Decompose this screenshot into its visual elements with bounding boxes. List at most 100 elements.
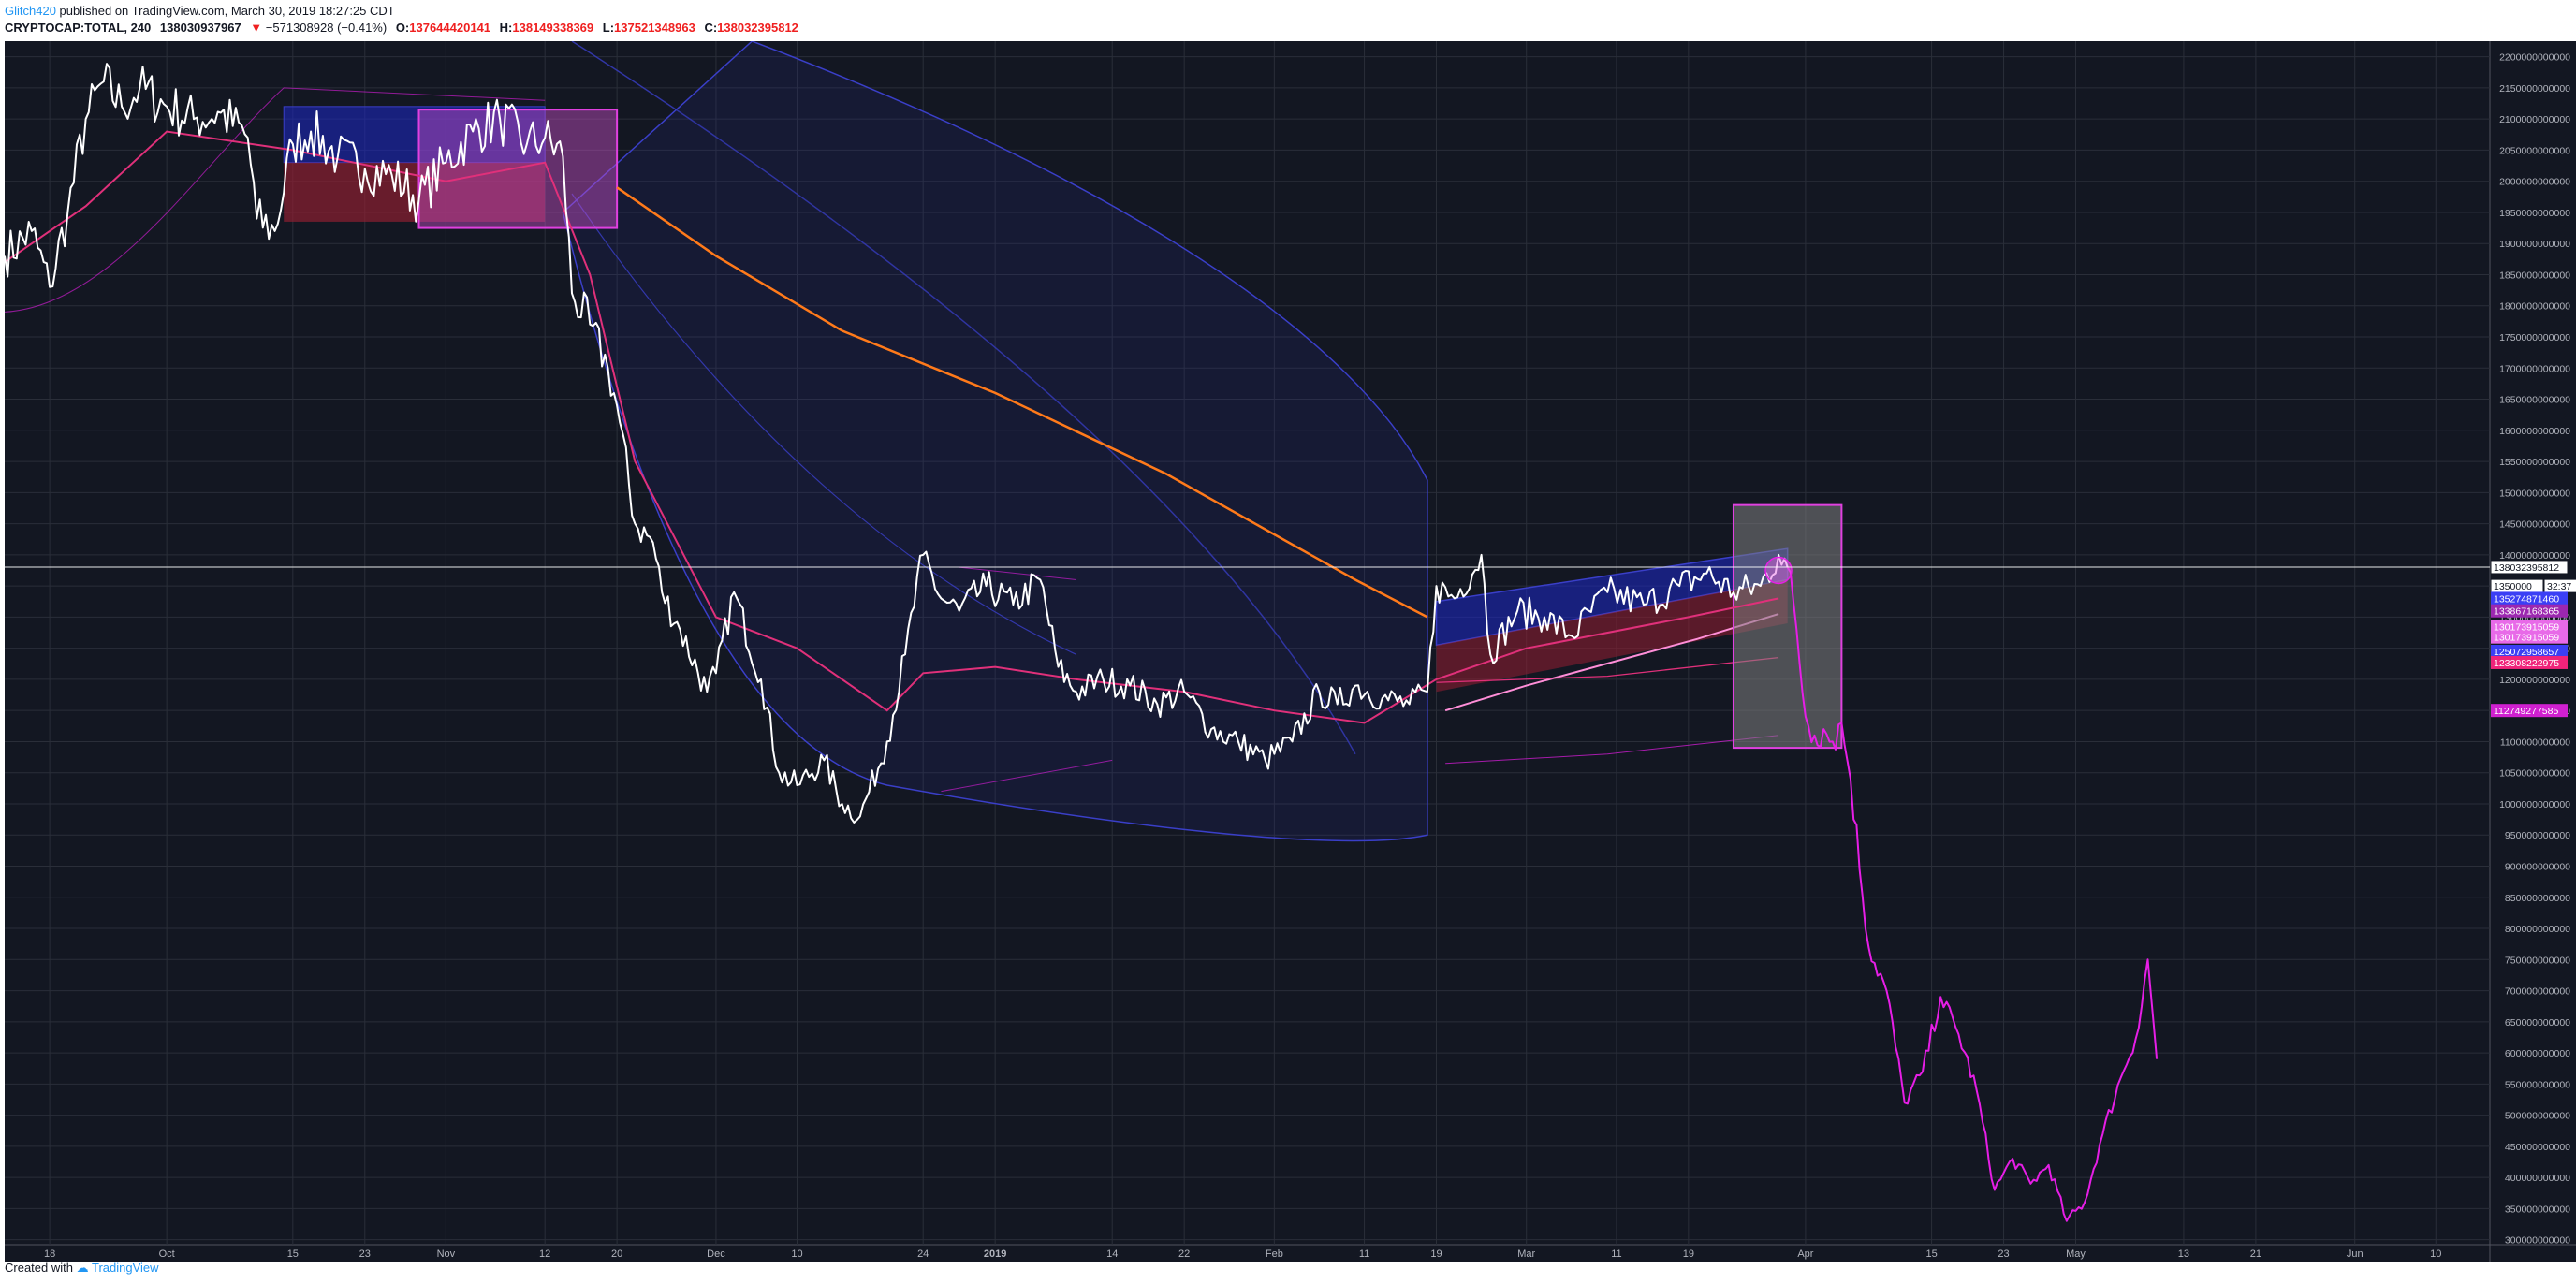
y-tick-label: 800000000000: [2505, 924, 2570, 935]
y-tick-label: 750000000000: [2505, 955, 2570, 966]
x-tick-label: 21: [2250, 1248, 2261, 1260]
x-tick-label: 10: [2430, 1248, 2441, 1260]
y-tick-label: 1500000000000: [2499, 488, 2570, 499]
axis-corner: [2490, 1245, 2576, 1262]
x-tick-label: Nov: [437, 1248, 456, 1260]
channel-lower-fill: [1436, 579, 1788, 693]
low-label: L:: [602, 21, 615, 35]
y-tick-label: 900000000000: [2505, 862, 2570, 873]
x-tick-label: May: [2066, 1248, 2086, 1260]
close-label: C:: [704, 21, 718, 35]
x-tick-label: 14: [1106, 1248, 1118, 1260]
x-tick-label: 19: [1683, 1248, 1694, 1260]
ohlc-line: CRYPTOCAP:TOTAL, 240 138030937967 ▼ −571…: [5, 21, 798, 35]
publish-line: Glitch420 published on TradingView.com, …: [5, 4, 395, 18]
ema-slow-line: [616, 186, 1428, 619]
y-tick-label: 300000000000: [2505, 1235, 2570, 1247]
y-tick-label: 1850000000000: [2499, 270, 2570, 281]
price-label-blue: 125072958657: [2491, 644, 2568, 658]
last-value: 138030937967: [159, 21, 242, 35]
published-text: published on TradingView.com, March 30, …: [59, 4, 395, 18]
x-tick-label: 11: [1359, 1248, 1369, 1260]
y-tick-label: 1400000000000: [2499, 550, 2570, 562]
channel-mid-line: [1436, 656, 1779, 683]
x-tick-label: Dec: [707, 1248, 725, 1260]
band-upper-arc: [571, 41, 1356, 755]
price-label-timer: 32:37: [2543, 578, 2576, 593]
price-label-magenta: 112749277585: [2491, 704, 2568, 718]
y-tick-label: 1450000000000: [2499, 519, 2570, 531]
price-line: [5, 63, 1789, 824]
plot-layer: [5, 41, 2490, 1245]
y-tick-label: 950000000000: [2505, 830, 2570, 841]
top-marker-circle: [1764, 556, 1793, 585]
y-tick-label: 1550000000000: [2499, 457, 2570, 468]
y-tick-label: 400000000000: [2505, 1173, 2570, 1184]
change-text: −571308928 (−0.41%): [265, 21, 388, 35]
y-tick-label: 1100000000000: [2500, 737, 2570, 748]
y-tick-label: 450000000000: [2505, 1142, 2570, 1153]
x-tick-label: 10: [791, 1248, 802, 1260]
footer: Created with ☁ TradingView: [5, 1261, 159, 1276]
y-tick-label: 600000000000: [2505, 1048, 2570, 1059]
y-tick-label: 700000000000: [2505, 986, 2570, 998]
chart-header: Glitch420 published on TradingView.com, …: [0, 0, 2576, 39]
x-tick-label: 18: [44, 1248, 55, 1260]
x-tick-label: 23: [1998, 1248, 2009, 1260]
x-tick-label: 15: [287, 1248, 299, 1260]
y-tick-label: 1800000000000: [2499, 301, 2570, 313]
created-with-text: Created with: [5, 1261, 73, 1275]
highlight-box-2: [1732, 503, 1843, 750]
highlight-box-1: [417, 109, 619, 229]
x-tick-label: 12: [539, 1248, 550, 1260]
channel-bottom-line: [1445, 735, 1779, 765]
band-early-line: [5, 87, 546, 313]
projection-line: [1786, 566, 2159, 1222]
price-label-current: 138032395812: [2490, 560, 2569, 575]
author-link[interactable]: Glitch420: [5, 4, 56, 18]
price-label-text: 125072958657: [2494, 647, 2559, 658]
band-lower-line: [571, 193, 1076, 655]
y-tick-label: 650000000000: [2505, 1017, 2570, 1029]
y-tick-label: 2100000000000: [2499, 114, 2570, 125]
y-tick-label: 850000000000: [2505, 893, 2570, 904]
x-tick-label: 19: [1430, 1248, 1442, 1260]
x-tick-label: 20: [611, 1248, 622, 1260]
time-axis: [5, 1245, 2490, 1262]
open-label: O:: [395, 21, 410, 35]
tradingview-brand-link[interactable]: TradingView: [92, 1261, 159, 1275]
x-tick-label: Oct: [159, 1248, 175, 1260]
price-label-white: 1350000: [2490, 578, 2544, 593]
y-tick-label: 350000000000: [2505, 1204, 2570, 1215]
y-tick-label: 500000000000: [2505, 1111, 2570, 1122]
price-label-red: 123308222975: [2491, 655, 2568, 669]
y-tick-label: 1200000000000: [2499, 675, 2570, 686]
open-value: 137644420141: [409, 21, 491, 35]
price-label-text: 130173915059: [2494, 633, 2559, 644]
price-label-pink: 130173915059: [2491, 620, 2568, 634]
price-label-text: 133867168365: [2494, 606, 2559, 618]
x-tick-label: Jun: [2347, 1248, 2364, 1260]
y-tick-label: 1700000000000: [2499, 363, 2570, 374]
high-label: H:: [499, 21, 513, 35]
y-tick-label: 1950000000000: [2499, 208, 2570, 219]
x-tick-label: 13: [2178, 1248, 2189, 1260]
high-value: 138149338369: [512, 21, 594, 35]
price-label-text: 32:37: [2547, 581, 2571, 592]
y-tick-label: 1750000000000: [2499, 332, 2570, 343]
x-tick-label: 15: [1925, 1248, 1937, 1260]
x-tick-label: Feb: [1266, 1248, 1283, 1260]
faint-line-2: [941, 759, 1113, 793]
faint-line-1: [959, 566, 1076, 580]
price-label-text: 1350000: [2494, 581, 2532, 592]
y-tick-label: 2150000000000: [2499, 83, 2570, 95]
close-value: 138032395812: [717, 21, 798, 35]
price-label-blue: 135274871460: [2491, 591, 2568, 606]
x-tick-label: 2019: [984, 1248, 1006, 1260]
price-label-purple: 133867168365: [2491, 604, 2568, 618]
y-tick-label: 1000000000000: [2499, 799, 2570, 810]
y-tick-label: 1050000000000: [2499, 768, 2570, 780]
tradingview-logo-icon: ☁: [76, 1261, 89, 1275]
price-label-text: 112749277585: [2494, 706, 2558, 717]
